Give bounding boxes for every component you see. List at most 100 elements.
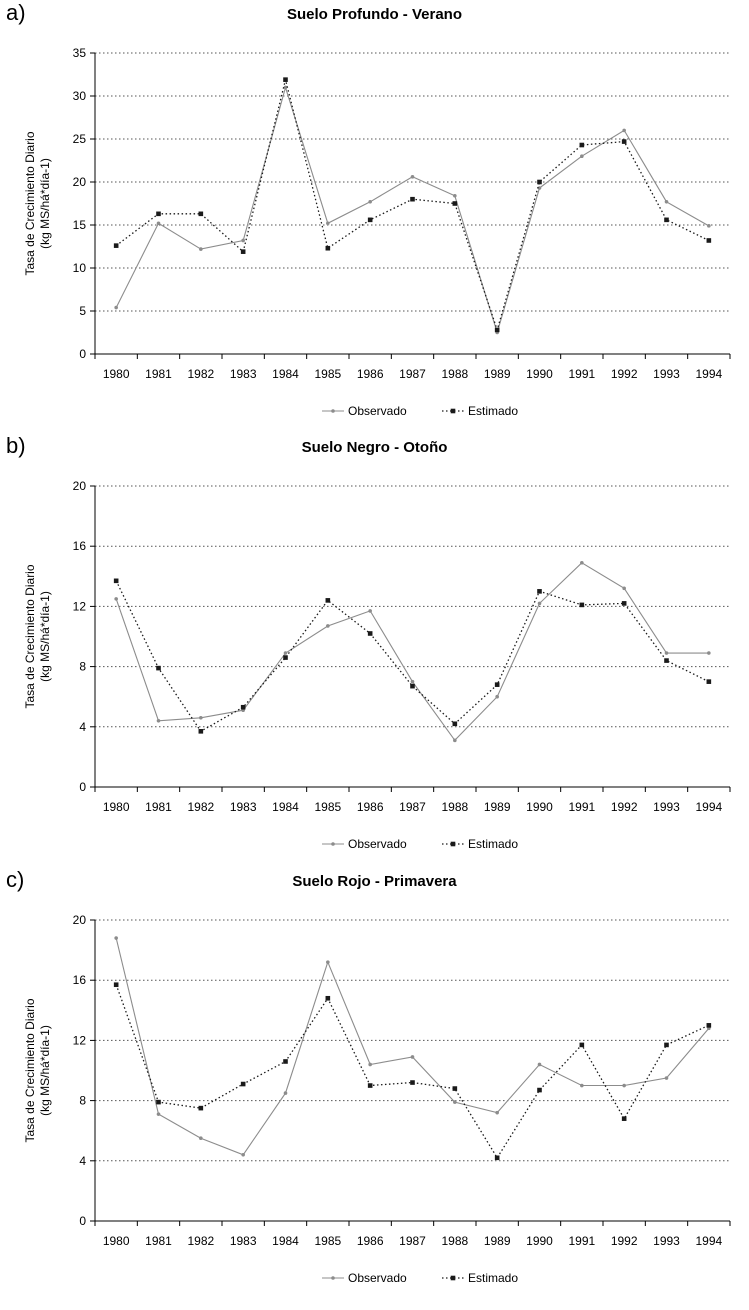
x-tick-label: 1985 (314, 800, 341, 814)
panel-label: b) (6, 433, 26, 458)
data-point-observado (622, 586, 626, 591)
data-point-observado (283, 85, 288, 90)
data-point-estimado (410, 196, 415, 202)
data-point-observado (114, 597, 118, 601)
y-axis-label: Tasa de Crecimiento Diario (23, 998, 37, 1142)
data-point-observado (707, 224, 711, 228)
data-point-observado (453, 193, 457, 198)
y-tick-label: 15 (73, 218, 87, 232)
x-tick-label: 1980 (103, 800, 130, 814)
x-tick-label: 1985 (314, 1234, 341, 1248)
data-point-observado (368, 199, 372, 204)
chart-title: Suelo Rojo - Primavera (292, 873, 457, 890)
data-point-observado (622, 128, 626, 133)
y-tick-label: 0 (79, 1214, 86, 1228)
data-point-estimado (240, 704, 246, 710)
data-point-observado (453, 1100, 457, 1104)
y-tick-label: 16 (73, 973, 87, 987)
x-tick-label: 1986 (357, 800, 384, 814)
data-point-observado (326, 624, 330, 628)
data-point-observado (537, 1062, 542, 1067)
panel-label: c) (6, 867, 25, 892)
data-point-estimado (283, 77, 288, 82)
x-tick-label: 1990 (526, 367, 553, 381)
series-line-estimado (115, 580, 710, 733)
data-point-estimado (706, 679, 712, 684)
legend-marker-estimado (450, 841, 456, 847)
data-point-observado (707, 651, 711, 655)
data-point-estimado (156, 211, 161, 217)
data-point-observado (410, 1055, 415, 1059)
data-point-estimado (579, 1042, 585, 1048)
data-point-estimado (706, 1023, 712, 1028)
x-tick-label: 1983 (230, 367, 257, 381)
y-tick-label: 20 (73, 479, 87, 493)
x-tick-label: 1990 (526, 1234, 553, 1248)
y-tick-label: 8 (79, 660, 86, 674)
data-point-estimado (621, 139, 627, 144)
data-point-estimado (494, 1155, 500, 1161)
data-point-observado (495, 1110, 499, 1115)
data-point-estimado (452, 721, 458, 727)
data-point-estimado (494, 327, 500, 333)
x-tick-label: 1988 (441, 367, 468, 381)
data-point-estimado (156, 1099, 161, 1105)
y-axis-unit-label: (kg MS/há*día-1) (38, 1025, 52, 1116)
series-line-estimado (115, 79, 710, 333)
y-tick-label: 4 (79, 720, 86, 734)
chart-panel-c: c) Suelo Rojo - Primavera 0 4 8 12 16 20 1980 1… (0, 867, 749, 1297)
data-point-observado (495, 694, 499, 699)
y-axis-label: Tasa de Crecimiento Diario (23, 131, 37, 275)
x-tick-label: 1982 (187, 800, 214, 814)
data-point-observado (664, 651, 669, 655)
y-tick-label: 10 (73, 261, 87, 275)
x-tick-label: 1980 (103, 367, 130, 381)
x-tick-label: 1982 (187, 367, 214, 381)
data-point-observado (326, 221, 330, 226)
series-line-observado (115, 562, 709, 742)
data-point-observado (156, 718, 161, 723)
data-point-estimado (325, 598, 331, 603)
y-axis-label: Tasa de Crecimiento Diario (23, 564, 37, 708)
y-tick-label: 16 (73, 539, 87, 553)
x-tick-label: 1993 (653, 367, 680, 381)
x-tick-label: 1992 (611, 800, 638, 814)
data-point-estimado (325, 995, 331, 1001)
x-tick-label: 1983 (230, 1234, 257, 1248)
data-point-estimado (706, 238, 712, 243)
x-tick-label: 1984 (272, 367, 299, 381)
data-point-estimado (240, 249, 246, 254)
data-point-estimado (283, 655, 288, 660)
y-tick-label: 12 (73, 599, 87, 613)
data-point-estimado (537, 589, 542, 594)
y-tick-label: 35 (73, 46, 87, 60)
legend-label-observado: Observado (348, 837, 407, 851)
chart-panel-a: a) Suelo Profundo - Verano 0 5 10 15 20 25 30 3… (0, 0, 749, 430)
x-tick-label: 1994 (695, 1234, 722, 1248)
data-point-observado (664, 199, 669, 204)
data-point-estimado (452, 201, 458, 206)
data-point-estimado (113, 982, 119, 988)
x-tick-label: 1984 (272, 1234, 299, 1248)
data-point-observado (580, 560, 584, 565)
data-point-observado (580, 154, 584, 158)
series-line-observado (115, 85, 710, 335)
x-tick-label: 1986 (357, 1234, 384, 1248)
line-chart: 0 5 10 15 20 25 30 35 1980 1981 1982 1983 1984 1985 19… (23, 46, 731, 418)
chart-title: Suelo Negro - Otoño (301, 439, 448, 456)
data-point-observado (199, 715, 203, 720)
x-tick-label: 1986 (357, 367, 384, 381)
y-tick-label: 0 (79, 347, 86, 361)
series-line-estimado (115, 984, 710, 1160)
x-tick-label: 1981 (145, 367, 172, 381)
data-point-estimado (579, 602, 585, 608)
data-point-estimado (198, 211, 204, 217)
data-point-estimado (452, 1086, 458, 1091)
data-point-estimado (621, 1116, 627, 1121)
x-tick-label: 1991 (568, 800, 595, 814)
data-point-estimado (537, 1087, 542, 1093)
data-point-observado (537, 601, 542, 606)
x-tick-label: 1980 (103, 1234, 130, 1248)
data-point-observado (410, 679, 415, 684)
x-tick-label: 1988 (441, 1234, 468, 1248)
